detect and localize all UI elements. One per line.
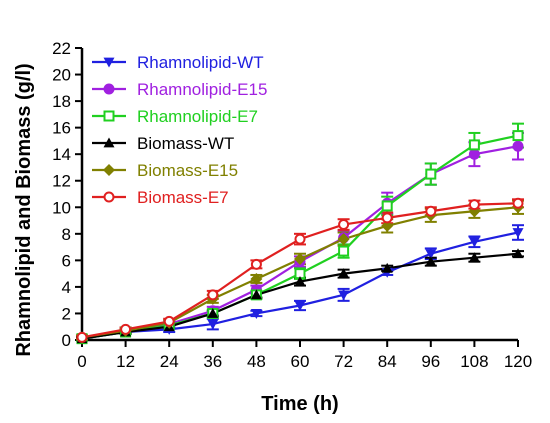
- legend: Rhamnolipid-WT Rhamnolipid-E15 Rhamnolipid…: [92, 53, 267, 207]
- data-point: [425, 205, 437, 217]
- legend-swatch-marker: [103, 57, 115, 68]
- data-point: [337, 233, 350, 246]
- x-tick-label: 84: [378, 352, 397, 371]
- data-point: [468, 139, 480, 151]
- x-tick-label: 108: [460, 352, 488, 371]
- data-point: [338, 245, 350, 257]
- data-point: [250, 289, 262, 300]
- x-tick-label: 120: [504, 352, 532, 371]
- data-point: [76, 331, 88, 343]
- data-point: [512, 140, 524, 152]
- y-tick-label: 20: [52, 66, 71, 85]
- x-axis-title: Time (h): [261, 393, 338, 415]
- data-point: [338, 268, 350, 279]
- data-point: [207, 319, 219, 330]
- data-point: [468, 148, 480, 160]
- legend-swatch-marker: [103, 164, 115, 176]
- data-point: [338, 290, 350, 301]
- x-tick-label: 36: [203, 352, 222, 371]
- data-point: [425, 249, 437, 260]
- y-tick-label: 12: [52, 172, 71, 191]
- data-point: [250, 309, 262, 319]
- y-tick-label: 6: [62, 251, 71, 270]
- data-point: [250, 258, 262, 270]
- y-tick-label: 22: [52, 39, 71, 58]
- x-tick-label: 24: [160, 352, 179, 371]
- data-point: [207, 289, 219, 301]
- x-tick-label: 96: [421, 352, 440, 371]
- data-point: [163, 315, 175, 327]
- y-tick-label: 0: [62, 331, 71, 350]
- data-point: [294, 301, 306, 311]
- data-point: [381, 212, 393, 224]
- legend-swatch-marker: [103, 110, 115, 122]
- data-point: [425, 256, 437, 267]
- y-tick-label: 8: [62, 225, 71, 244]
- x-tick-label: 12: [116, 352, 135, 371]
- x-tick-label: 48: [247, 352, 266, 371]
- legend-label: Rhamnolipid-E15: [137, 80, 267, 99]
- data-point: [250, 272, 263, 285]
- y-axis-title: Rhamnolipid and Biomass (g/l): [13, 63, 35, 356]
- y-tick-label: 4: [62, 278, 71, 297]
- x-tick-label: 72: [334, 352, 353, 371]
- x-tick-label: 0: [77, 352, 86, 371]
- data-point: [294, 276, 306, 286]
- data-point: [468, 199, 480, 211]
- legend-swatch-marker: [103, 83, 115, 95]
- data-point: [381, 219, 394, 232]
- data-point: [338, 219, 350, 231]
- data-point: [207, 307, 219, 318]
- legend-label: Rhamnolipid-WT: [137, 53, 264, 72]
- data-point: [120, 323, 132, 335]
- y-tick-label: 10: [52, 198, 71, 217]
- data-point: [425, 168, 437, 180]
- data-point: [294, 233, 306, 245]
- data-point: [512, 228, 524, 238]
- legend-swatch-marker: [103, 137, 115, 148]
- legend-label: Biomass-E7: [137, 188, 229, 207]
- legend-label: Biomass-E15: [137, 161, 238, 180]
- legend-label: Rhamnolipid-E7: [137, 107, 258, 126]
- data-point: [381, 262, 393, 273]
- y-tick-label: 2: [62, 304, 71, 323]
- series-markers: [76, 130, 524, 345]
- x-tick-label: 60: [291, 352, 310, 371]
- data-point: [294, 253, 306, 266]
- legend-swatch-marker: [103, 191, 115, 203]
- y-tick-label: 14: [52, 145, 71, 164]
- data-point: [512, 130, 524, 142]
- legend-label: Biomass-WT: [137, 134, 234, 153]
- y-tick-label: 18: [52, 92, 71, 111]
- y-tick-label: 16: [52, 119, 71, 138]
- data-point: [512, 197, 524, 209]
- data-point: [468, 252, 480, 263]
- data-point: [468, 237, 480, 248]
- data-point: [381, 200, 393, 212]
- data-point: [512, 248, 524, 259]
